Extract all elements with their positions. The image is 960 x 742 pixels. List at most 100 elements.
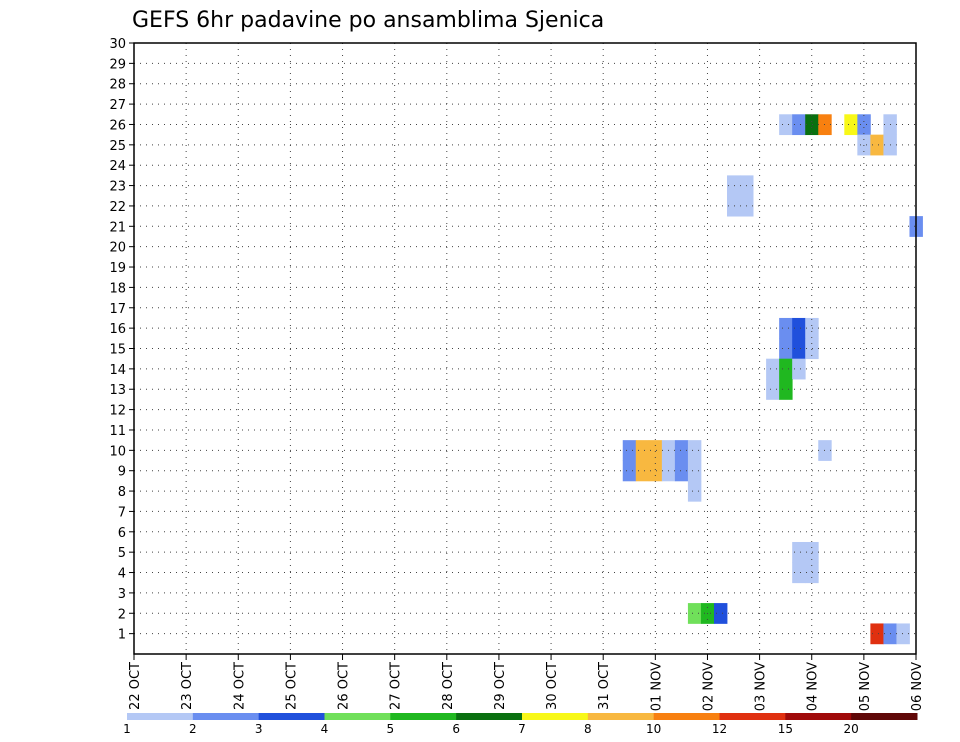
y-axis-ticks: 1234567891011121314151617181920212223242… xyxy=(109,37,134,643)
x-tick-label: 27 OCT xyxy=(389,662,404,710)
y-tick-label: 23 xyxy=(109,180,126,195)
y-tick-label: 13 xyxy=(109,383,126,398)
y-tick-label: 17 xyxy=(109,302,126,317)
heatmap-cell xyxy=(687,440,702,461)
y-tick-label: 15 xyxy=(109,343,126,358)
colorbar-segment xyxy=(456,713,523,720)
y-tick-label: 28 xyxy=(109,78,126,93)
heatmap-cell xyxy=(792,317,806,339)
y-tick-label: 20 xyxy=(109,241,126,256)
colorbar-label: 20 xyxy=(844,722,859,736)
heatmap-cell xyxy=(844,114,858,136)
heatmap-cell xyxy=(713,603,728,624)
y-tick-label: 2 xyxy=(118,607,126,622)
colorbar-label: 4 xyxy=(321,722,329,736)
y-tick-label: 25 xyxy=(109,139,126,154)
heatmap-cells xyxy=(622,114,923,645)
colorbar-label: 1 xyxy=(123,722,131,736)
x-tick-label: 31 OCT xyxy=(597,662,612,710)
heatmap-cell xyxy=(805,338,819,360)
colorbar-segment xyxy=(785,713,852,720)
y-tick-label: 3 xyxy=(118,587,126,602)
heatmap-cell xyxy=(896,623,910,645)
heatmap-cell xyxy=(805,317,819,339)
heatmap-cell xyxy=(727,175,741,197)
colorbar-segment xyxy=(522,713,589,720)
grid-lines xyxy=(134,42,916,654)
x-tick-label: 03 NOV xyxy=(754,662,769,711)
heatmap-cell xyxy=(870,134,884,156)
heatmap-cell xyxy=(766,358,780,380)
colorbar-label: 10 xyxy=(646,722,661,736)
x-tick-label: 05 NOV xyxy=(858,662,873,711)
heatmap-cell xyxy=(792,358,806,380)
y-tick-label: 4 xyxy=(118,567,126,582)
heatmap-cell xyxy=(648,460,663,482)
colorbar-segment xyxy=(587,713,655,720)
heatmap-cell xyxy=(779,114,793,136)
heatmap-cell xyxy=(805,114,819,136)
heatmap-cell xyxy=(687,460,702,482)
heatmap-cell xyxy=(622,460,637,482)
colorbar-label: 8 xyxy=(584,722,592,736)
chart-title: GEFS 6hr padavine po ansamblima Sjenica xyxy=(132,8,604,33)
x-tick-label: 28 OCT xyxy=(441,662,456,710)
x-tick-label: 06 NOV xyxy=(910,662,925,711)
heatmap-cell xyxy=(870,623,884,645)
colorbar-segment xyxy=(390,713,457,720)
colorbar-segment xyxy=(653,713,720,720)
y-tick-label: 18 xyxy=(109,281,126,296)
y-tick-label: 27 xyxy=(109,98,126,113)
heatmap-cell xyxy=(779,379,793,400)
heatmap-cell xyxy=(805,541,819,563)
colorbar-segment xyxy=(851,713,918,720)
y-tick-label: 16 xyxy=(109,322,126,337)
x-tick-label: 01 NOV xyxy=(649,662,664,711)
heatmap-cell xyxy=(674,440,689,461)
x-tick-label: 26 OCT xyxy=(337,662,352,710)
heatmap-cell xyxy=(674,460,689,482)
heatmap-cell xyxy=(687,480,702,502)
x-tick-label: 23 OCT xyxy=(180,662,195,710)
y-tick-label: 8 xyxy=(118,485,126,500)
y-tick-label: 11 xyxy=(109,424,126,439)
colorbar-label: 2 xyxy=(189,722,197,736)
colorbar-segment xyxy=(324,713,391,720)
heatmap-cell xyxy=(805,562,819,584)
colorbar-segment xyxy=(719,713,786,720)
heatmap-cell xyxy=(857,114,871,136)
y-tick-label: 22 xyxy=(109,200,126,215)
colorbar-segment xyxy=(127,713,194,720)
colorbar-label: 15 xyxy=(778,722,793,736)
colorbar-label: 12 xyxy=(712,722,727,736)
heatmap-cell xyxy=(779,338,793,360)
heatmap-cell xyxy=(792,338,806,360)
heatmap-cell xyxy=(792,562,806,584)
y-tick-label: 21 xyxy=(109,220,126,235)
colorbar-segment xyxy=(192,713,260,720)
y-tick-label: 19 xyxy=(109,261,126,276)
heatmap-cell xyxy=(779,358,793,380)
x-tick-label: 02 NOV xyxy=(701,662,716,711)
colorbar-label: 7 xyxy=(518,722,526,736)
y-tick-label: 7 xyxy=(118,505,126,520)
colorbar-label: 6 xyxy=(452,722,460,736)
y-tick-label: 5 xyxy=(118,546,126,561)
heatmap-cell xyxy=(648,440,663,461)
heatmap-cell xyxy=(635,440,650,461)
y-tick-label: 10 xyxy=(109,444,126,459)
colorbar-segment xyxy=(258,713,325,720)
y-tick-label: 30 xyxy=(109,37,126,52)
y-tick-label: 26 xyxy=(109,118,126,133)
x-tick-label: 29 OCT xyxy=(493,662,508,710)
colorbar-legend: 1 2 3 4 5 6 7 8 10 12 15 20 xyxy=(123,713,918,736)
y-tick-label: 29 xyxy=(109,57,126,72)
x-tick-label: 25 OCT xyxy=(284,662,299,710)
heatmap-cell xyxy=(727,195,741,217)
x-tick-label: 30 OCT xyxy=(545,662,560,710)
y-tick-label: 24 xyxy=(109,159,126,174)
y-tick-label: 6 xyxy=(118,526,126,541)
heatmap-cell xyxy=(635,460,650,482)
x-tick-label: 04 NOV xyxy=(806,662,821,711)
